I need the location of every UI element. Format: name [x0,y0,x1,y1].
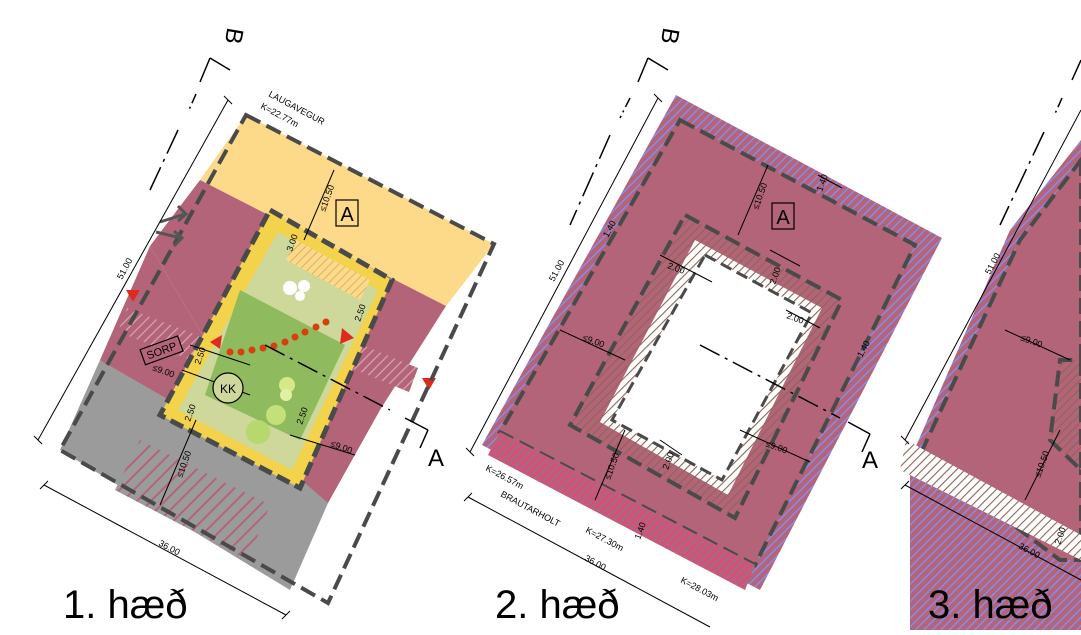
kk-label: KK [220,382,236,396]
section-a-letter: A [428,445,444,472]
floor-1-title: 1. hæð [63,583,188,627]
section-line-b [569,57,669,226]
parking-hatch [115,440,270,560]
dim-length: 51.00 [115,256,134,281]
brown-edge [900,440,1081,560]
kk-marker [212,372,244,404]
floor-3-plan: 51.00 36.00 ≤9.00 ≤10.50 2.00 [900,59,1081,630]
tree [283,281,297,295]
access-arrow-left [126,290,140,302]
dim-width: 36.00 [157,538,182,557]
dimension-width [39,480,291,620]
floor-1-plan: A SORP KK LAUGAVEGUR K=22.77m B A 51.00 … [33,26,497,620]
dimension-length [465,93,663,457]
floor-2-plan: A B A BRAUTARHOLT K=26.57m K=27.30m K=28… [463,26,942,628]
dimension-width [900,480,1081,581]
dim-length: 51.00 [547,258,566,283]
shrub [246,420,270,444]
zone-a-label: A [340,204,354,226]
entry-arrow-right [340,328,354,344]
level-mid: K=27.30m [584,525,625,553]
floor-2-title: 2. hæð [495,583,620,627]
tree [295,291,305,301]
court-ring [1047,358,1081,473]
car-entry-icon [155,204,189,248]
dimension-length [900,109,1081,445]
shrub [280,389,292,401]
section-line-a [264,344,429,449]
tree [298,280,310,292]
entry-arrow-left [210,335,222,349]
dimension-ticks [559,164,843,501]
floor-3-title: 3. hæð [928,583,1053,627]
section-line-b [149,57,231,191]
street-bottom-label: BRAUTARHOLT [499,489,562,529]
pedestrian-route [226,318,330,356]
dim-width: 36.00 [583,553,608,572]
section-line-a [699,344,871,453]
section-b-letter: B [655,26,684,46]
zone-a-box [771,202,795,230]
sorp-box [139,335,184,366]
zone-a-box [335,199,359,227]
courtyard-hatch [286,240,370,300]
zone-a-label: A [776,207,790,229]
section-b-letter: B [219,26,248,46]
section-a-letter: A [862,447,878,474]
pink-edge [488,432,755,590]
passage-strip-left [118,308,215,366]
section-line-b [999,59,1081,226]
site-boundary [57,112,497,606]
dimension-width [463,492,711,628]
courtyard-garden [205,290,345,440]
dimension-ticks [1004,329,1071,501]
level-right: K=28.03m [679,575,720,603]
shrub [279,377,295,393]
dimension-length [33,95,233,445]
shrub [266,405,286,425]
court-void-inner [609,252,815,483]
